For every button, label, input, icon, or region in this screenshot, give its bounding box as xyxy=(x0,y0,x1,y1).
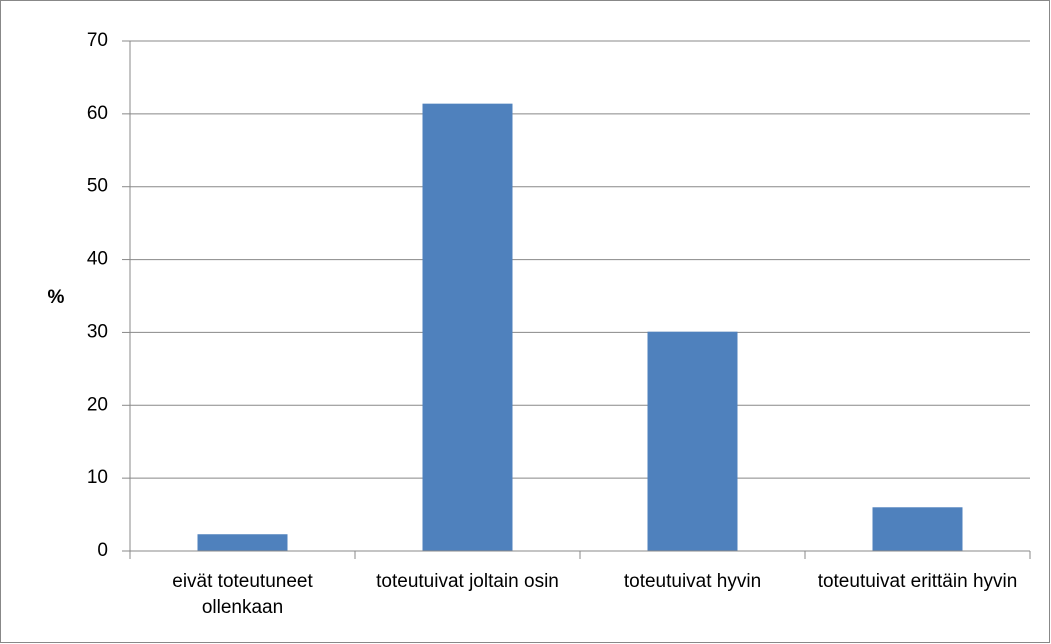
y-tick-label: 20 xyxy=(87,394,108,415)
y-tick-label: 50 xyxy=(87,176,108,197)
bar xyxy=(197,534,288,551)
y-tick-label: 40 xyxy=(87,249,108,270)
x-tick-label: toteutuivat erittäin hyvin xyxy=(817,571,1018,592)
y-tick-label: 0 xyxy=(97,540,108,561)
y-tick-label: 10 xyxy=(87,467,108,488)
y-tick-label: 30 xyxy=(87,321,108,342)
x-tick-label: toteutuivat joltain osin xyxy=(376,571,559,592)
bar xyxy=(422,103,513,552)
bar xyxy=(872,507,963,551)
y-tick-label: 60 xyxy=(87,103,108,124)
y-tick-label: 70 xyxy=(87,30,108,51)
x-tick-label: eivät toteutuneet ollenkaan xyxy=(172,571,313,618)
x-tick-label: toteutuivat hyvin xyxy=(623,571,762,592)
y-axis-label: % xyxy=(48,287,65,308)
bar xyxy=(647,331,738,551)
